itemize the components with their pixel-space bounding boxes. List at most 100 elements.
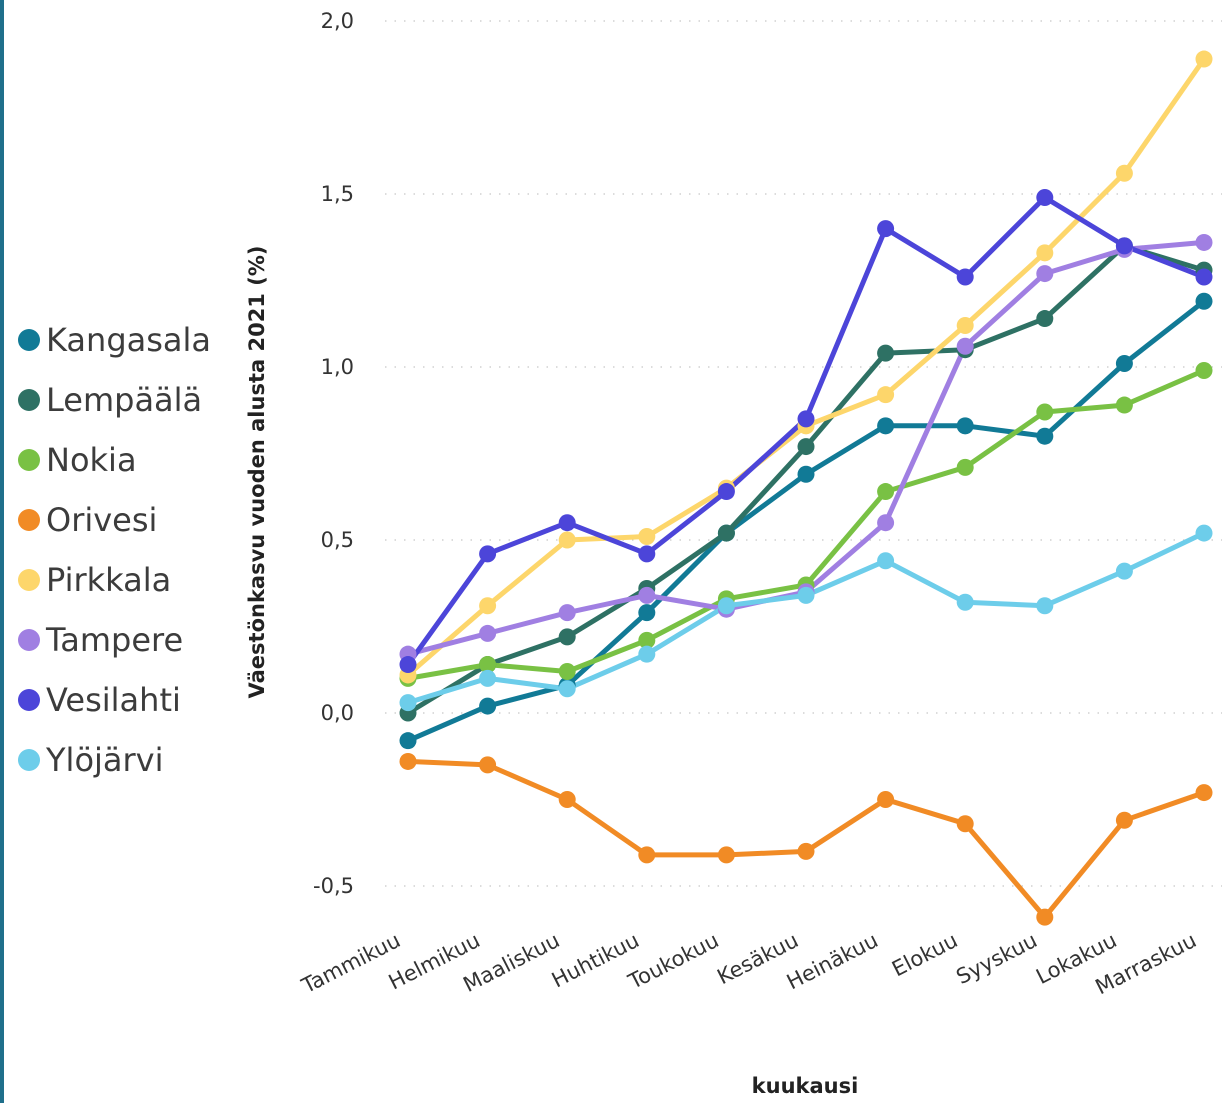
data-point-vesilahti [399,656,417,674]
data-point-pirkkala [1115,164,1133,182]
legend-label: Tampere [46,621,184,659]
y-tick-label: 0,5 [321,528,354,552]
data-point-nokia [877,483,895,501]
data-point-tampere [956,337,974,355]
data-point-orivesi [797,842,815,860]
x-tick-label: Tammikuu [297,928,404,998]
data-point-ylojarvi [1036,597,1054,615]
data-point-tampere [1195,233,1213,251]
x-axis-ticks: TammikuuHelmikuuMaaliskuuHuhtikuuToukoku… [297,928,1200,999]
legend-item: Nokia [18,430,248,490]
data-point-ylojarvi [877,552,895,570]
legend-item: Vesilahti [18,670,248,730]
data-point-orivesi [877,791,895,808]
legend-label: Kangasala [46,321,212,359]
data-point-lempaala [558,628,576,646]
data-point-lempaala [717,524,735,542]
data-point-vesilahti [638,545,656,563]
data-point-orivesi [956,815,974,833]
data-point-pirkkala [479,597,497,615]
y-axis-ticks: 2,0 1,5 1,0 0,5 0,0 -0,5 [313,9,354,898]
data-point-lempaala [1036,310,1054,328]
legend-item: Lempäälä [18,370,248,430]
x-tick-label: Elokuu [888,928,961,981]
series-line-orivesi [405,758,1207,920]
data-point-tampere [1036,265,1054,283]
legend-item: Pirkkala [18,550,248,610]
data-point-pirkkala [877,386,895,404]
legend-marker [18,749,40,771]
y-axis-title: Väestönkasvu vuoden alusta 2021 (%) [245,246,269,699]
x-axis-title: kuukausi [752,1074,859,1098]
data-point-nokia [1195,361,1213,379]
data-point-kangasala [479,697,497,715]
y-tick-label: 1,5 [321,182,354,206]
data-point-vesilahti [956,268,974,286]
legend-label: Orivesi [46,501,158,539]
legend-label: Vesilahti [46,681,181,719]
data-point-kangasala [797,465,815,483]
data-point-kangasala [956,417,974,435]
legend-marker [18,449,40,471]
data-point-vesilahti [1036,188,1054,206]
legend-marker [18,509,40,531]
legend-label: Ylöjärvi [46,741,164,779]
data-point-vesilahti [1115,237,1133,255]
data-point-orivesi [717,846,735,864]
data-point-ylojarvi [797,586,815,604]
data-point-orivesi [399,752,417,770]
x-tick-label: Toukokuu [624,928,723,994]
data-point-ylojarvi [638,645,656,663]
data-point-kangasala [399,732,417,750]
data-point-pirkkala [956,316,974,334]
data-point-ylojarvi [1115,562,1133,580]
legend-item: Tampere [18,610,248,670]
left-border [0,0,4,1103]
data-point-orivesi [638,846,656,864]
data-point-pirkkala [1036,244,1054,262]
legend-item: Kangasala [18,310,248,370]
legend-marker [18,329,40,351]
legend: Kangasala Lempäälä Nokia Orivesi Pirkkala Tam… [18,310,248,790]
data-point-pirkkala [558,531,576,549]
x-tick-label: Syyskuu [952,928,1041,989]
data-point-kangasala [638,604,656,622]
data-point-ylojarvi [479,669,497,687]
data-point-vesilahti [1195,268,1213,286]
data-point-kangasala [1036,427,1054,445]
y-tick-label: -0,5 [313,874,354,898]
data-point-tampere [877,514,895,532]
y-tick-label: 0,0 [321,701,354,725]
legend-marker [18,569,40,591]
data-point-kangasala [1115,355,1133,373]
data-point-vesilahti [717,483,735,501]
data-point-kangasala [877,417,895,435]
data-point-orivesi [479,756,497,774]
series-lines [405,56,1207,920]
data-point-ylojarvi [399,694,417,712]
data-point-ylojarvi [1195,524,1213,542]
data-point-orivesi [558,791,576,808]
data-point-nokia [1036,403,1054,421]
gridlines [385,20,1222,887]
series-line-kangasala [405,298,1207,744]
legend-label: Nokia [46,441,137,479]
legend-item: Orivesi [18,490,248,550]
data-point-tampere [479,624,497,642]
data-point-kangasala [1195,292,1213,310]
data-point-ylojarvi [717,597,735,615]
data-point-vesilahti [558,514,576,532]
data-point-nokia [479,656,497,674]
data-point-tampere [638,586,656,604]
data-point-nokia [558,662,576,680]
data-point-ylojarvi [956,593,974,611]
legend-marker [18,389,40,411]
data-point-pirkkala [638,528,656,546]
y-tick-label: 1,0 [321,355,354,379]
data-point-lempaala [877,344,895,362]
series-line-ylojarvi [405,530,1207,706]
legend-marker [18,689,40,711]
data-point-nokia [638,631,656,649]
y-tick-label: 2,0 [321,9,354,33]
